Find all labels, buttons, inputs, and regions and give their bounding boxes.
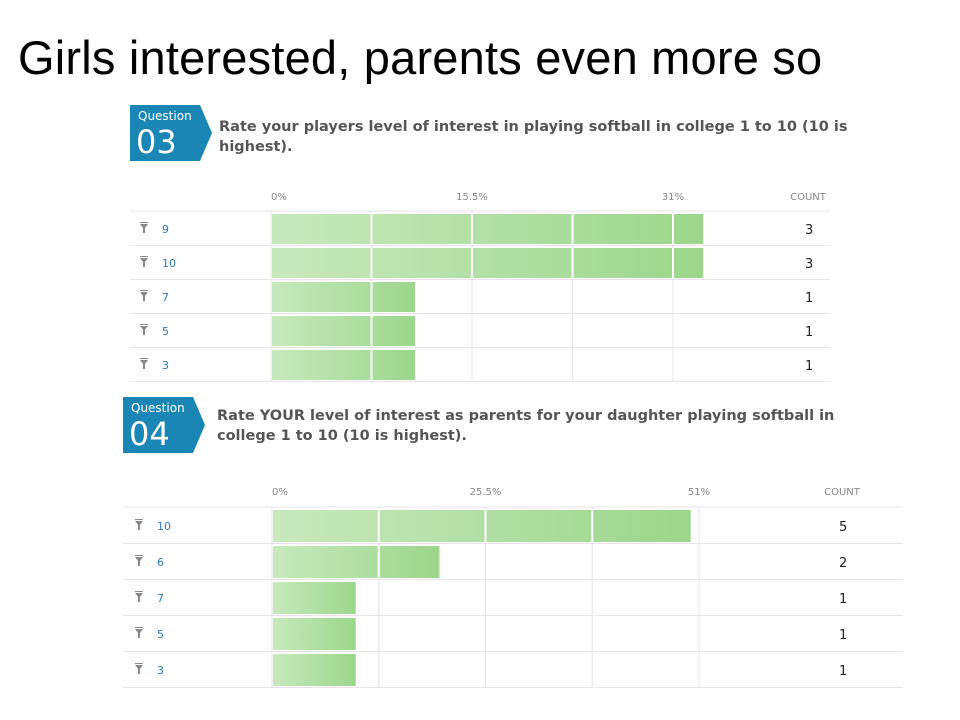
chart-03: 0% 15.5% 31% COUNT 9 3 10 3 7 1 5 1 3 1 [130,192,830,382]
category-label: 10 [162,257,176,270]
axis-tick-label: 25.5% [470,487,502,498]
category-label: 7 [157,592,164,605]
question-text-line: highest). [219,139,293,155]
question-number: 04 [129,415,170,453]
count-value: 1 [839,628,847,643]
axis-tick-label: 51% [688,487,710,498]
count-header: COUNT [824,487,861,498]
axis-tick-label: 31% [662,192,684,203]
category-label: 5 [162,325,169,338]
bar [272,316,416,346]
question-text-line: college 1 to 10 (10 is highest). [217,428,467,444]
filter-icon [135,521,143,530]
filter-icon [135,593,143,602]
bar [273,510,691,542]
bar [272,214,704,244]
filter-icon [140,360,148,369]
bar [272,350,416,380]
count-value: 1 [839,592,847,607]
count-value: 1 [839,664,847,679]
category-label: 3 [157,664,164,677]
count-value: 2 [839,556,847,571]
filter-icon [135,629,143,638]
slide-title: Girls interested, parents even more so [18,31,823,84]
count-value: 1 [805,291,813,306]
bar [273,582,356,614]
bar [273,654,356,686]
count-header: COUNT [790,192,827,203]
filter-icon [140,224,148,233]
bar [272,282,416,312]
bar [273,618,356,650]
filter-icon [135,665,143,674]
question-badge-03: Question 03 [130,105,212,161]
count-value: 5 [839,520,847,535]
count-value: 1 [805,325,813,340]
count-value: 3 [805,257,813,272]
category-label: 7 [162,291,169,304]
filter-icon [140,292,148,301]
filter-icon [140,258,148,267]
count-value: 3 [805,223,813,238]
filter-icon [135,557,143,566]
filter-icon [140,326,148,335]
category-label: 6 [157,556,164,569]
question-label: Question [138,109,192,123]
category-label: 10 [157,520,171,533]
chart-04: 0% 25.5% 51% COUNT 10 5 6 2 7 1 5 1 3 1 [123,487,903,688]
question-text-line: Rate your players level of interest in p… [219,119,848,135]
question-label: Question [131,401,185,415]
question-text-line: Rate YOUR level of interest as parents f… [217,408,835,424]
count-value: 1 [805,359,813,374]
question-text-03: Rate your players level of interest in p… [219,117,847,157]
category-label: 9 [162,223,169,236]
question-number: 03 [136,123,177,161]
category-label: 3 [162,359,169,372]
axis-tick-label: 0% [272,487,288,498]
category-label: 5 [157,628,164,641]
bar [273,546,440,578]
question-badge-04: Question 04 [123,397,205,453]
axis-tick-label: 15.5% [456,192,488,203]
bar [272,248,704,278]
question-text-04: Rate YOUR level of interest as parents f… [217,406,834,446]
axis-tick-label: 0% [271,192,287,203]
